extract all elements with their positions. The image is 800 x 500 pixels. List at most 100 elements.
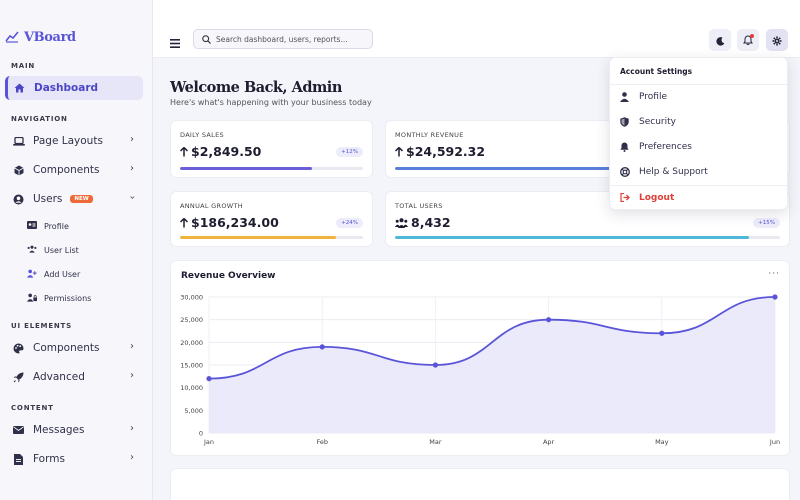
sidebar-subitem-profile[interactable]: Profile [27, 217, 69, 235]
laptop-icon [12, 135, 25, 148]
sidebar-item-dashboard[interactable]: Dashboard [5, 76, 143, 100]
stat-card-total-users: TOTAL USERS 8,432 +15% [385, 191, 790, 247]
sidebar-item-forms[interactable]: Forms › [5, 447, 143, 471]
sidebar-item-label: Components [33, 342, 100, 354]
y-tick-label: 25,000 [180, 316, 203, 324]
data-point [206, 376, 212, 382]
dropdown-item-logout[interactable]: Logout [610, 186, 787, 210]
sidebar-item-ui-components[interactable]: Components › [5, 336, 143, 360]
sidebar-subitem-permissions[interactable]: Permissions [27, 289, 91, 307]
data-point [659, 330, 665, 336]
sidebar-item-users[interactable]: Users NEW › [5, 187, 143, 211]
stat-value: $24,592.32 [395, 144, 485, 159]
stat-value: 8,432 [395, 215, 451, 230]
x-tick-label: Jan [203, 438, 214, 446]
sidebar-subitem-user-list[interactable]: User List [27, 241, 79, 259]
menu-toggle-icon[interactable] [170, 33, 180, 48]
arrow-up-icon [180, 146, 188, 157]
envelope-icon [12, 424, 25, 437]
chevron-right-icon: › [130, 163, 134, 174]
chevron-right-icon: › [130, 370, 134, 381]
settings-button[interactable] [766, 29, 788, 51]
stat-label: ANNUAL GROWTH [180, 202, 243, 210]
search-input[interactable]: Search dashboard, users, reports... [193, 29, 373, 49]
sidebar: VBoard MAIN Dashboard NAVIGATION Page La… [0, 0, 153, 500]
lifebuoy-icon [620, 167, 630, 177]
data-point [432, 362, 438, 368]
users-icon [395, 217, 408, 228]
progress-fill [395, 167, 723, 170]
moon-icon [715, 31, 725, 50]
x-tick-label: Mar [429, 438, 442, 446]
x-tick-label: Apr [543, 438, 555, 446]
dropdown-item-label: Profile [639, 92, 667, 102]
chevron-right-icon: › [130, 423, 134, 434]
sidebar-item-label: Advanced [33, 371, 85, 383]
section-label-main: MAIN [11, 62, 36, 70]
progress-bar [180, 236, 363, 239]
user-plus-icon [27, 269, 37, 279]
cube-icon [12, 164, 25, 177]
sidebar-subitem-label: Profile [44, 221, 69, 231]
x-tick-label: May [655, 438, 669, 446]
notifications-button[interactable] [737, 29, 759, 51]
progress-fill [180, 236, 336, 239]
user-lock-icon [27, 293, 37, 303]
stat-value-text: $186,234.00 [191, 215, 279, 230]
new-badge: NEW [70, 195, 93, 203]
revenue-chart: 0 5,000 10,000 15,000 20,000 25,000 30,000 Jan F… [180, 294, 780, 447]
progress-bar [395, 236, 780, 239]
progress-fill [180, 167, 312, 170]
stat-label: MONTHLY REVENUE [395, 131, 464, 139]
file-icon [12, 453, 25, 466]
dropdown-item-preferences[interactable]: Preferences [610, 135, 787, 159]
bell-icon [743, 34, 754, 45]
bottom-card [170, 468, 790, 500]
progress-bar [180, 167, 363, 170]
users-icon [27, 245, 37, 255]
chevron-right-icon: › [130, 452, 134, 463]
divider [610, 185, 787, 186]
palette-icon [12, 342, 25, 355]
dropdown-title: Account Settings [620, 67, 693, 76]
top-header: Search dashboard, users, reports... [153, 0, 800, 58]
section-label-navigation: NAVIGATION [11, 115, 68, 123]
sidebar-subitem-add-user[interactable]: Add User [27, 265, 80, 283]
stat-value: $186,234.00 [180, 215, 279, 230]
theme-toggle-button[interactable] [709, 29, 731, 51]
dropdown-item-profile[interactable]: Profile [610, 85, 787, 109]
stat-value: $2,849.50 [180, 144, 261, 159]
rocket-icon [12, 371, 25, 384]
page-subtitle: Here's what's happening with your busine… [170, 98, 372, 107]
stat-card-daily-sales: DAILY SALES $2,849.50 +12% [170, 120, 373, 178]
dropdown-item-help-support[interactable]: Help & Support [610, 160, 787, 184]
sidebar-item-advanced[interactable]: Advanced › [5, 365, 143, 389]
more-options-icon[interactable]: ··· [768, 269, 780, 279]
y-tick-label: 30,000 [180, 294, 203, 302]
y-tick-label: 0 [199, 430, 203, 438]
dropdown-item-label: Security [639, 117, 676, 127]
stat-label: DAILY SALES [180, 131, 224, 139]
section-label-content: CONTENT [11, 404, 54, 412]
page-title: Welcome Back, Admin [170, 79, 342, 96]
chevron-down-icon: › [126, 195, 138, 200]
stat-value-text: $24,592.32 [406, 144, 486, 159]
sidebar-item-messages[interactable]: Messages › [5, 418, 143, 442]
sidebar-subitem-label: Permissions [44, 293, 92, 303]
x-tick-label: Feb [316, 438, 328, 446]
dropdown-item-security[interactable]: Security [610, 110, 787, 134]
y-tick-label: 10,000 [180, 384, 203, 392]
sidebar-item-page-layouts[interactable]: Page Layouts › [5, 129, 143, 153]
arrow-up-icon [395, 146, 403, 157]
y-tick-label: 5,000 [184, 407, 203, 415]
gear-icon [772, 31, 782, 50]
user-circle-icon [12, 193, 25, 206]
sidebar-item-components[interactable]: Components › [5, 158, 143, 182]
home-icon [13, 82, 26, 95]
progress-fill [395, 236, 750, 239]
sidebar-item-label: Users [33, 193, 63, 205]
chart-title: Revenue Overview [181, 271, 276, 281]
section-label-ui-elements: UI ELEMENTS [11, 322, 72, 330]
stat-value-text: $2,849.50 [191, 144, 262, 159]
brand[interactable]: VBoard [5, 28, 76, 47]
